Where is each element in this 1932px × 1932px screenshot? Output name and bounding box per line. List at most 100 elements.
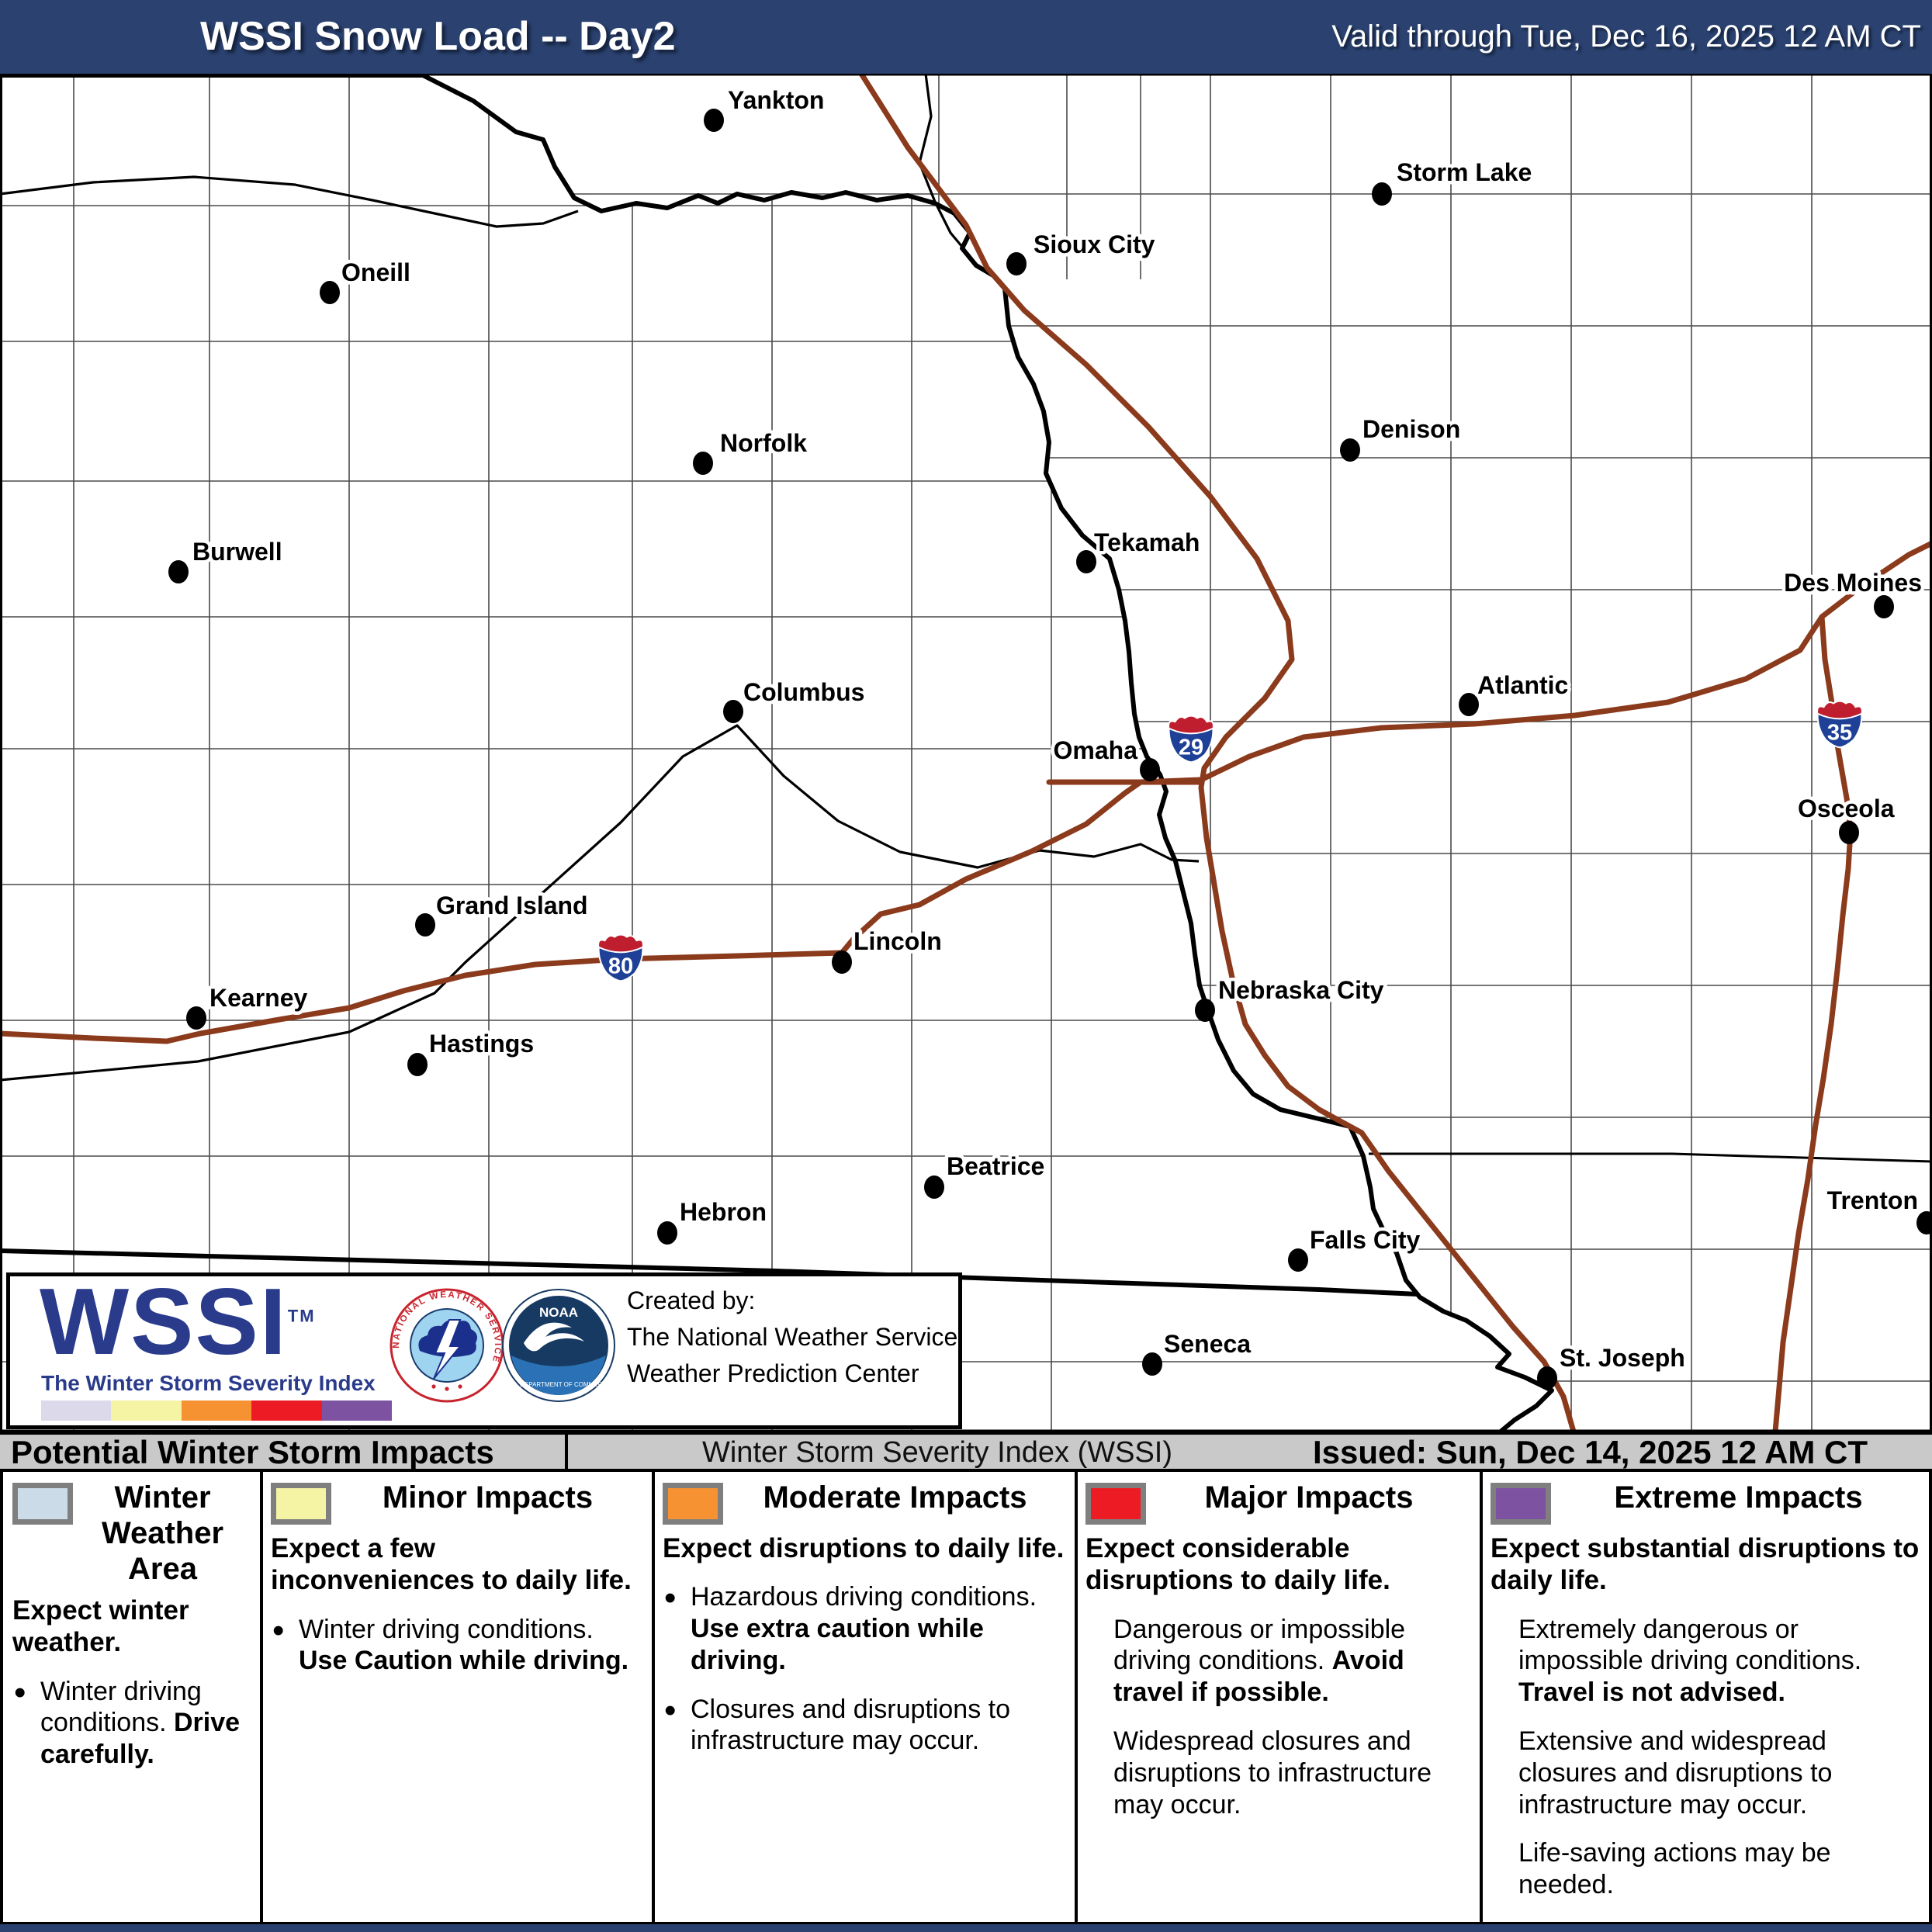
- missouri-river-border: [421, 74, 1554, 1432]
- legend-item: Life-saving actions may be needed.: [1518, 1838, 1831, 1900]
- legend-column-title: Minor Impacts: [382, 1480, 594, 1515]
- i29: [858, 74, 1577, 1432]
- impacts-bar-title: Potential Winter Storm Impacts: [11, 1434, 494, 1470]
- city-dot: [1195, 999, 1215, 1022]
- city-label: Norfolk: [720, 429, 807, 457]
- nws-logo-icon: NATIONAL WEATHER SERVICE: [390, 1288, 504, 1403]
- legend-column-header: Major Impacts: [1085, 1480, 1472, 1525]
- city-yankton: Yankton: [704, 83, 828, 132]
- legend-column-intro: Expect a few inconveniences to daily lif…: [271, 1533, 632, 1596]
- noaa-logo-icon: NOAA U.S. DEPARTMENT OF COMMERCE: [502, 1289, 615, 1402]
- legend-item: Extremely dangerous or impossible drivin…: [1518, 1614, 1862, 1708]
- city-label: Omaha: [1054, 736, 1138, 764]
- city-atlantic: Atlantic: [1459, 668, 1572, 716]
- city-label: Nebraska City: [1218, 976, 1384, 1004]
- legend-item: Winter driving conditions. Drive careful…: [12, 1673, 252, 1771]
- bottom-accent-strip: [0, 1922, 1932, 1932]
- city-label: Storm Lake: [1397, 158, 1532, 186]
- impact-legend: Winter Weather Area Expect winter weather…: [0, 1472, 1932, 1922]
- city-dot: [1142, 1352, 1162, 1376]
- city-label: Yankton: [728, 86, 824, 114]
- trademark: TM: [287, 1306, 316, 1326]
- svg-text:U.S. DEPARTMENT OF COMMERCE: U.S. DEPARTMENT OF COMMERCE: [506, 1381, 611, 1388]
- city-label: Tekamah: [1094, 528, 1200, 556]
- legend-column-major-impacts: Major Impacts Expect considerable disrupt…: [1076, 1472, 1481, 1922]
- city-dot: [1372, 182, 1392, 206]
- created-by-line3: Weather Prediction Center: [627, 1359, 919, 1387]
- city-dot: [1459, 693, 1479, 716]
- city-hastings: Hastings: [407, 1027, 538, 1076]
- interstate-29-number: 29: [1179, 735, 1203, 760]
- city-dot: [1537, 1366, 1557, 1390]
- interstate-80-number: 80: [608, 954, 633, 978]
- legend-swatch-winter-weather-area: [12, 1483, 73, 1525]
- issued-timestamp: Issued: Sun, Dec 14, 2025 12 AM CT: [1313, 1434, 1868, 1470]
- city-seneca: Seneca: [1142, 1327, 1255, 1376]
- city-label: Osceola: [1798, 795, 1895, 822]
- city-oneill: Oneill: [320, 255, 414, 304]
- city-label: Des Moines: [1784, 569, 1922, 597]
- city-beatrice: Beatrice: [924, 1149, 1048, 1199]
- city-label: Columbus: [743, 678, 864, 706]
- header-bar: WSSI Snow Load -- Day2 Valid through Tue…: [0, 0, 1932, 75]
- city-dot: [186, 1006, 206, 1030]
- city-nebraska-city: Nebraska City: [1195, 973, 1387, 1022]
- city-omaha: Omaha: [1050, 733, 1160, 781]
- legend-item: Winter driving conditions. Use Caution w…: [271, 1611, 644, 1678]
- legend-divider: [652, 1472, 655, 1922]
- city-dot: [1288, 1248, 1308, 1272]
- city-label: Trenton: [1827, 1186, 1918, 1214]
- legend-column-title: Winter Weather Area: [101, 1480, 224, 1586]
- legend-column-extreme-impacts: Extreme Impacts Expect substantial disrup…: [1481, 1472, 1932, 1922]
- city-dot: [832, 950, 852, 974]
- county-lines-east: [423, 74, 1932, 1432]
- city-dot: [723, 700, 743, 723]
- legend-item: Extensive and widespread closures and di…: [1518, 1726, 1833, 1819]
- city-label: Burwell: [192, 538, 282, 566]
- ia-mo-border: [1369, 1152, 1932, 1163]
- city-lincoln: Lincoln: [832, 924, 945, 974]
- city-dot: [1140, 758, 1160, 781]
- city-dot: [1916, 1211, 1932, 1234]
- city-label: Lincoln: [853, 927, 942, 955]
- legend-column-title: Major Impacts: [1204, 1480, 1414, 1515]
- created-by-line1: Created by:: [627, 1286, 756, 1314]
- legend-column-title: Moderate Impacts: [763, 1480, 1027, 1515]
- city-label: Seneca: [1164, 1330, 1251, 1358]
- rivers: [0, 74, 1200, 1082]
- legend-swatch-moderate-impacts: [663, 1483, 723, 1525]
- big-sioux-river: [918, 74, 971, 258]
- platte-river: [0, 724, 1200, 1082]
- legend-column-title: Extreme Impacts: [1614, 1480, 1863, 1515]
- city-label: Sioux City: [1034, 230, 1155, 258]
- interstate-shields: 29 80 35: [597, 700, 1863, 982]
- strip-moderate: [181, 1401, 252, 1421]
- legend-column-moderate-impacts: Moderate Impacts Expect disruptions to da…: [653, 1472, 1076, 1922]
- city-dot: [1340, 438, 1360, 462]
- city-dot: [407, 1053, 428, 1076]
- i80-iowa: [1198, 540, 1932, 783]
- city-hebron: Hebron: [657, 1195, 770, 1245]
- created-by-line2: The National Weather Service: [627, 1323, 958, 1351]
- city-storm-lake: Storm Lake: [1372, 155, 1536, 206]
- legend-swatch-major-impacts: [1085, 1483, 1146, 1525]
- legend-item: Hazardous driving conditions. Use extra …: [663, 1578, 1067, 1676]
- legend-column-header: Moderate Impacts: [663, 1480, 1067, 1525]
- legend-column-header: Minor Impacts: [271, 1480, 644, 1525]
- wssi-index-label: Winter Storm Severity Index (WSSI): [702, 1436, 1173, 1469]
- highways: [0, 74, 1932, 1432]
- city-denison: Denison: [1340, 412, 1464, 462]
- wssi-logo-box: WSSITM The Winter Storm Severity Index N…: [6, 1269, 962, 1429]
- city-grand-island: Grand Island: [415, 888, 591, 937]
- city-trenton: Trenton: [1823, 1183, 1932, 1234]
- wssi-severity-strip: [41, 1401, 393, 1421]
- city-dot: [1874, 595, 1894, 618]
- legend-column-winter-weather-area: Winter Weather Area Expect winter weather…: [3, 1472, 261, 1922]
- county-lines-west: [0, 74, 1552, 1432]
- legend-column-intro: Expect substantial disruptions to daily …: [1491, 1533, 1920, 1596]
- valid-through-text: Valid through Tue, Dec 16, 2025 12 AM CT: [1331, 19, 1921, 54]
- svg-text:NOAA: NOAA: [539, 1305, 578, 1320]
- city-osceola: Osceola: [1795, 791, 1898, 844]
